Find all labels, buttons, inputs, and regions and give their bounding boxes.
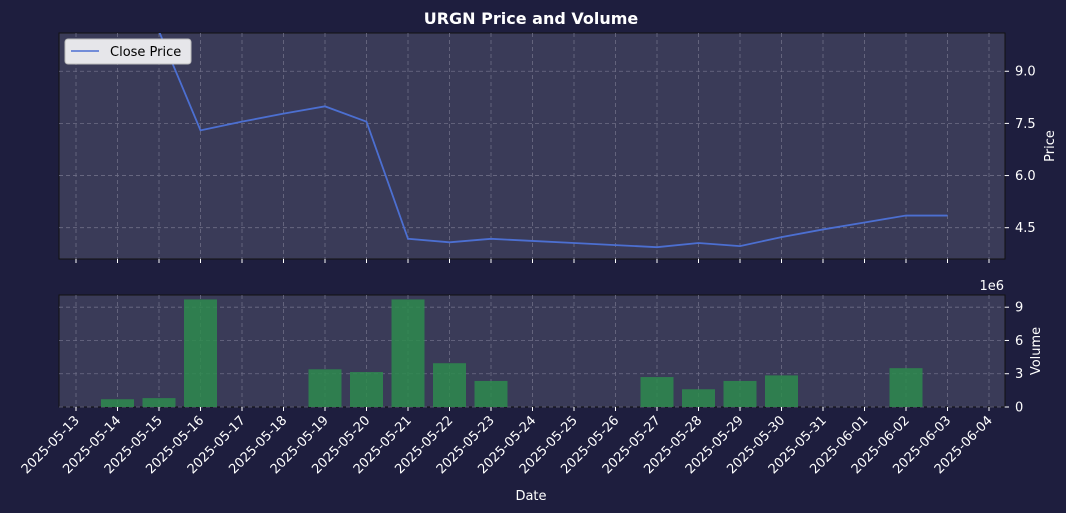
price-marks — [158, 33, 948, 249]
volume-y-tick-label: 0 — [1015, 401, 1023, 416]
legend-label-close-price: Close Price — [110, 45, 181, 60]
price-y-label: Price — [1043, 130, 1058, 162]
volume-y-label: Volume — [1029, 327, 1044, 375]
volume-bar — [433, 363, 466, 407]
chart-title: URGN Price and Volume — [424, 9, 639, 28]
x-axis-label: Date — [515, 489, 546, 504]
volume-bar — [184, 299, 217, 407]
volume-bar — [682, 389, 715, 407]
price-plot-area — [58, 32, 1006, 260]
volume-bar — [474, 380, 508, 407]
price-y-tick-label: 7.5 — [1015, 117, 1036, 132]
volume-bar — [640, 377, 674, 407]
price-y-tick-label: 9.0 — [1015, 65, 1036, 80]
volume-bar — [391, 299, 425, 407]
volume-bar — [723, 380, 757, 407]
volume-y-tick-label: 9 — [1015, 301, 1023, 316]
price-y-ticks: 4.5 6.0 7.5 9.0 — [1005, 65, 1036, 236]
volume-y-tick-label: 6 — [1015, 334, 1023, 349]
volume-bar — [350, 372, 383, 407]
price-y-tick-label: 6.0 — [1015, 169, 1036, 184]
price-grid — [59, 33, 1005, 259]
volume-scale-label: 1e6 — [979, 279, 1004, 294]
volume-bar — [889, 368, 923, 407]
legend-box — [64, 38, 192, 65]
volume-y-tick-label: 3 — [1015, 367, 1023, 382]
close-price-line — [158, 33, 948, 249]
price-y-tick-label: 4.5 — [1015, 221, 1036, 236]
volume-bar — [101, 399, 134, 407]
volume-y-ticks: 0 3 6 9 — [1005, 301, 1023, 416]
volume-marks — [101, 299, 923, 407]
volume-bar — [308, 369, 342, 407]
legend: Close Price — [64, 38, 192, 65]
volume-bar — [765, 375, 798, 407]
volume-bar — [142, 398, 176, 407]
